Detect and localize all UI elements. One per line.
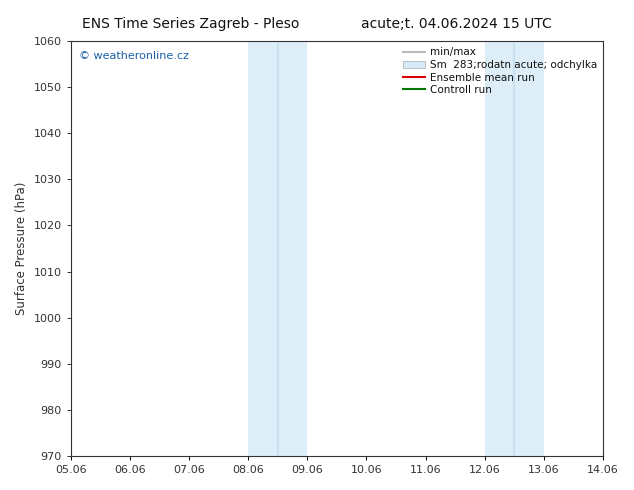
Bar	[485, 41, 544, 456]
Text: acute;t. 04.06.2024 15 UTC: acute;t. 04.06.2024 15 UTC	[361, 17, 552, 31]
Y-axis label: Surface Pressure (hPa): Surface Pressure (hPa)	[15, 182, 28, 315]
Legend: min/max, Sm  283;rodatn acute; odchylka, Ensemble mean run, Controll run: min/max, Sm 283;rodatn acute; odchylka, …	[398, 43, 601, 99]
Text: © weatheronline.cz: © weatheronline.cz	[79, 51, 188, 61]
Bar	[248, 41, 307, 456]
Text: ENS Time Series Zagreb - Pleso: ENS Time Series Zagreb - Pleso	[82, 17, 300, 31]
